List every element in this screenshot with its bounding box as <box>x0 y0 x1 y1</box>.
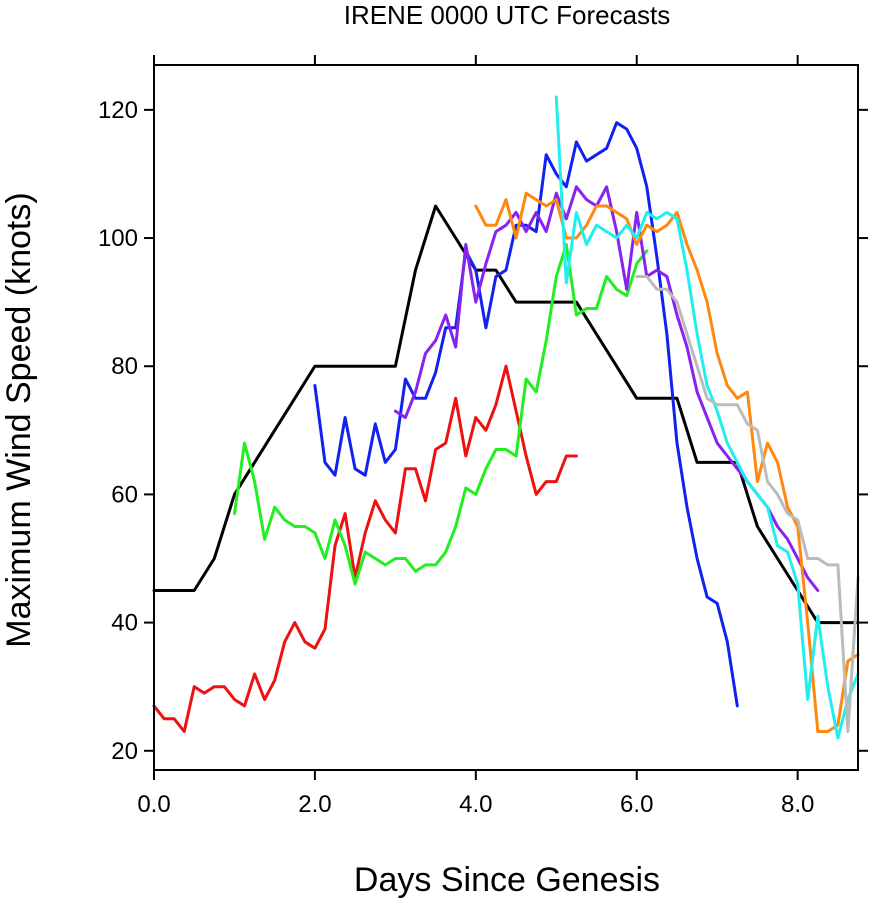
x-tick-label: 0.0 <box>137 791 170 818</box>
x-tick-label: 8.0 <box>781 791 814 818</box>
series-line-4 <box>313 121 739 708</box>
y-tick-label: 80 <box>111 353 138 380</box>
series-line-7 <box>554 95 860 740</box>
x-axis-label: Days Since Genesis <box>354 861 660 899</box>
series-line-5 <box>393 185 820 592</box>
x-tick-label: 4.0 <box>459 791 492 818</box>
series-line-2 <box>152 364 578 733</box>
y-tick-label: 20 <box>111 738 138 765</box>
ticks-layer: 0.0 2.0 4.0 6.0 8.0 20 40 60 80 100 120 <box>98 55 868 818</box>
x-tick-label: 6.0 <box>620 791 653 818</box>
chart-title: IRENE 0000 UTC Forecasts <box>344 0 671 30</box>
series-line-1 <box>152 204 860 625</box>
series-layer <box>152 95 860 740</box>
plot-frame <box>153 64 859 771</box>
series-line-6 <box>474 191 860 733</box>
series-line-3 <box>233 243 649 586</box>
x-tick-label: 2.0 <box>298 791 331 818</box>
y-axis-label: Maximum Wind Speed (knots) <box>0 192 38 647</box>
y-tick-label: 60 <box>111 481 138 508</box>
series-line-8 <box>635 275 860 733</box>
y-tick-label: 40 <box>111 610 138 637</box>
y-tick-label: 120 <box>98 97 138 124</box>
y-tick-label: 100 <box>98 225 138 252</box>
